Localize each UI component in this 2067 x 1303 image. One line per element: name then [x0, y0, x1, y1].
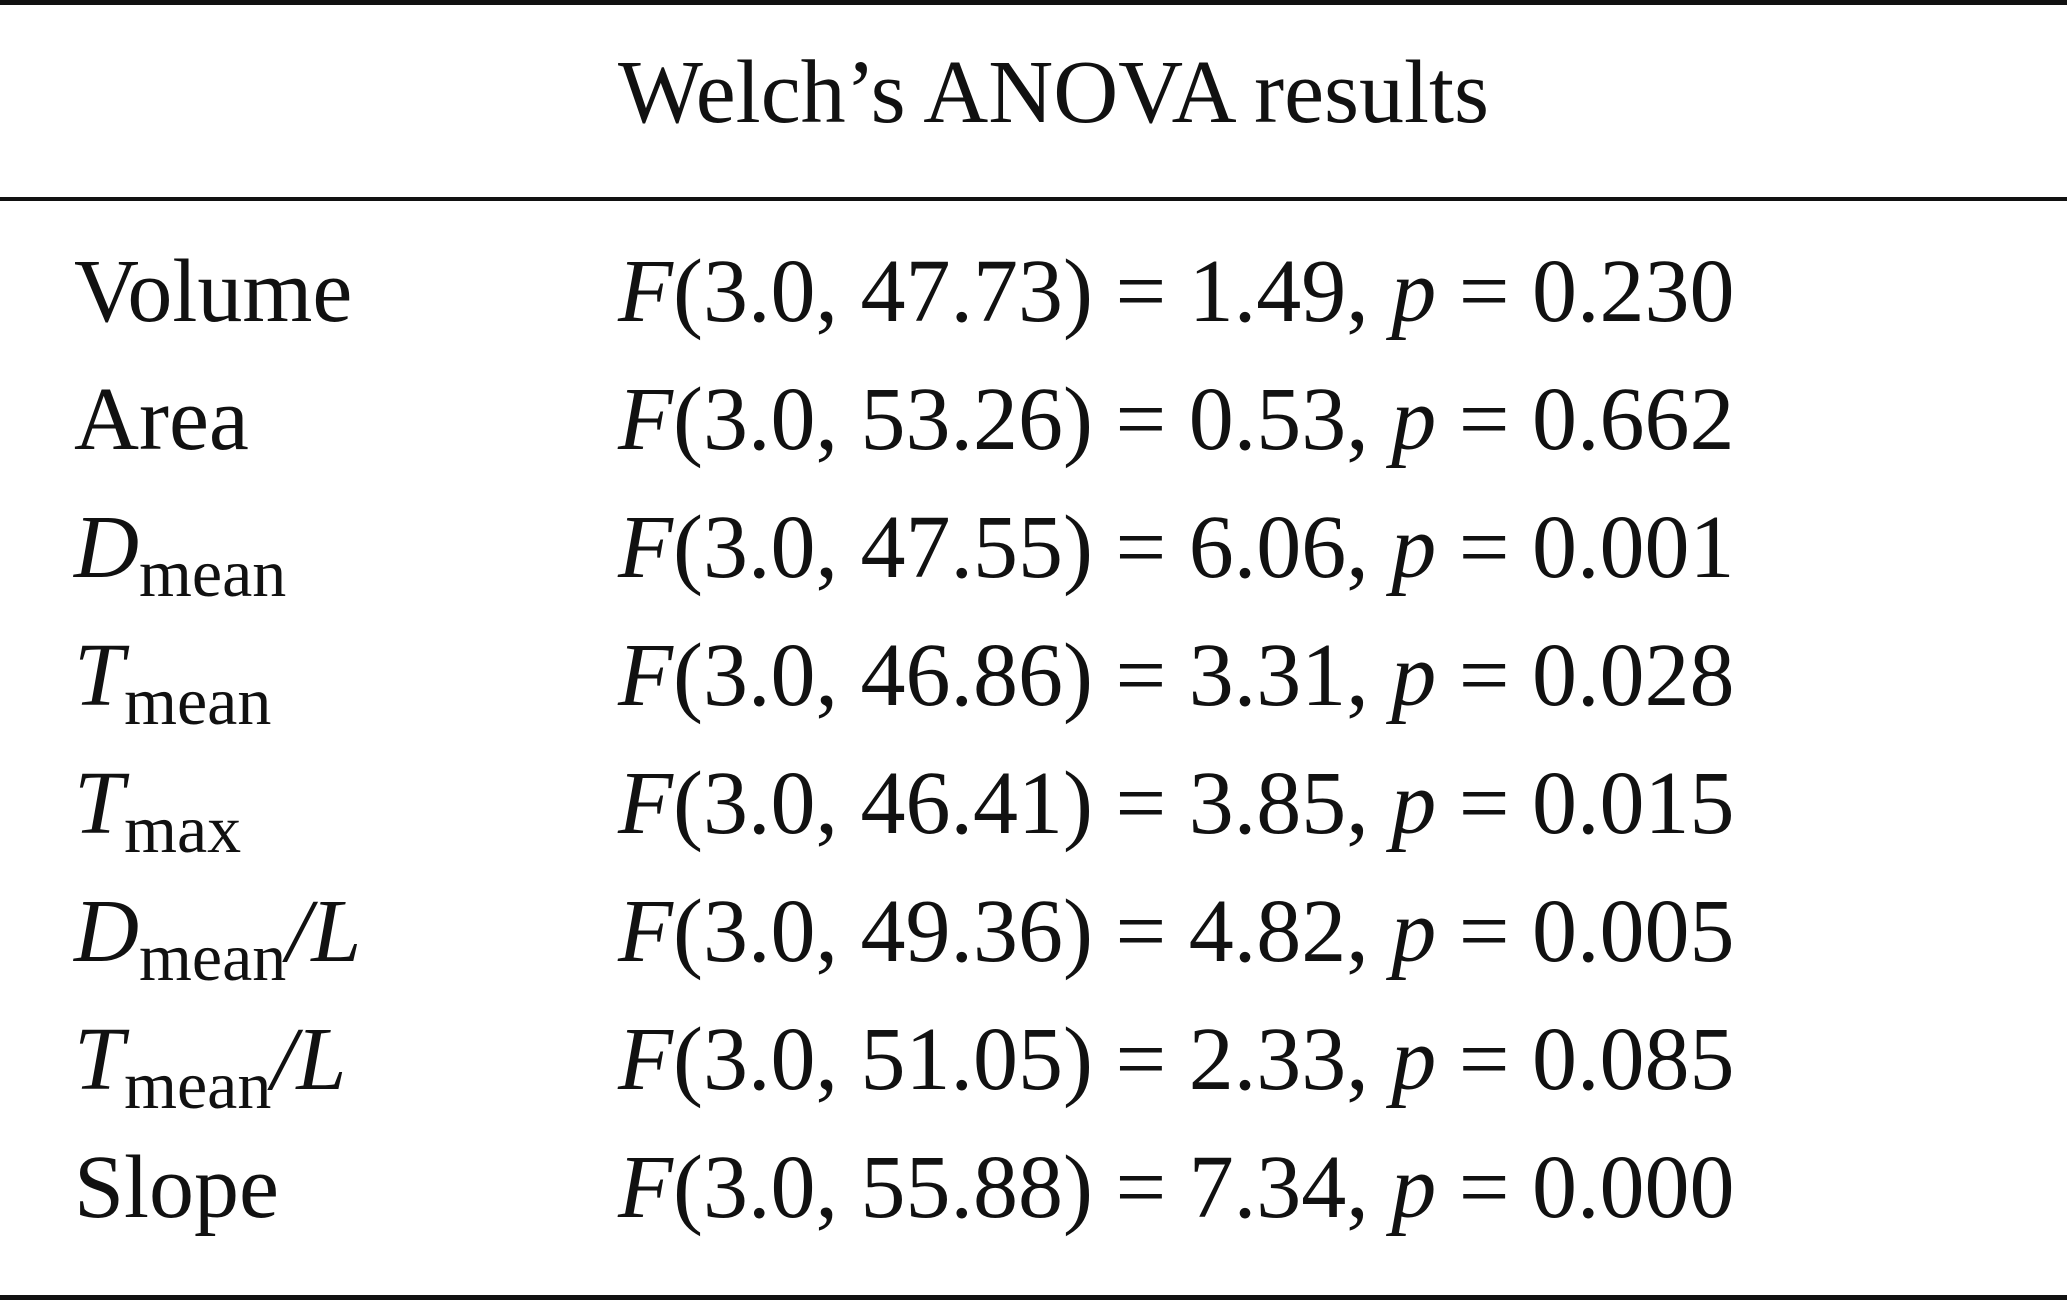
degrees-of-freedom: (3.0, 49.36) — [672, 882, 1093, 981]
p-symbol: p — [1391, 498, 1437, 597]
degrees-of-freedom: (3.0, 46.86) — [672, 626, 1093, 725]
table-row: Area F(3.0, 53.26) = 0.53, p = 0.662 — [0, 356, 2067, 484]
table-title: Welch’s ANOVA results — [618, 43, 1490, 142]
p-value: 0.028 — [1531, 626, 1735, 725]
welch-test-statistic: F(3.0, 49.36) = 4.82, p = 0.005 — [618, 882, 1735, 981]
row-label: Slope — [74, 1124, 279, 1252]
variable-subscript: mean — [139, 919, 287, 996]
table-body: Volume F(3.0, 47.73) = 1.49, p = 0.230 A… — [0, 228, 2067, 1252]
degrees-of-freedom: (3.0, 47.55) — [672, 498, 1093, 597]
f-value: 6.06 — [1188, 498, 1347, 597]
f-symbol: F — [618, 498, 673, 597]
p-value: 0.015 — [1531, 754, 1735, 853]
welch-test-statistic: F(3.0, 47.55) = 6.06, p = 0.001 — [618, 498, 1735, 597]
f-value: 3.85 — [1188, 754, 1347, 853]
variable-subscript: mean — [139, 535, 287, 612]
f-symbol: F — [618, 370, 673, 469]
p-symbol: p — [1391, 882, 1437, 981]
p-value: 0.230 — [1531, 242, 1735, 341]
p-value: 0.662 — [1531, 370, 1735, 469]
table-header: Welch’s ANOVA results — [0, 38, 2067, 148]
f-symbol: F — [618, 1010, 673, 1109]
degrees-of-freedom: (3.0, 46.41) — [672, 754, 1093, 853]
f-symbol: F — [618, 1138, 673, 1237]
table-bottom-rule — [0, 1295, 2067, 1300]
p-symbol: p — [1391, 1138, 1437, 1237]
variable-name: T — [74, 1010, 125, 1109]
table-row: Tmax F(3.0, 46.41) = 3.85, p = 0.015 — [0, 740, 2067, 868]
f-value: 4.82 — [1188, 882, 1347, 981]
variable-name: T — [74, 754, 125, 853]
variable-suffix: /L — [286, 882, 362, 981]
degrees-of-freedom: (3.0, 53.26) — [672, 370, 1093, 469]
table-row: Dmean/L F(3.0, 49.36) = 4.82, p = 0.005 — [0, 868, 2067, 996]
degrees-of-freedom: (3.0, 51.05) — [672, 1010, 1093, 1109]
p-symbol: p — [1391, 626, 1437, 725]
welch-test-statistic: F(3.0, 55.88) = 7.34, p = 0.000 — [618, 1138, 1735, 1237]
table-top-rule — [0, 0, 2067, 5]
header-separator-rule — [0, 197, 2067, 201]
welch-test-statistic: F(3.0, 51.05) = 2.33, p = 0.085 — [618, 1010, 1735, 1109]
variable-name: Slope — [74, 1138, 280, 1237]
variable-subscript: max — [124, 791, 242, 868]
f-value: 0.53 — [1188, 370, 1347, 469]
f-symbol: F — [618, 242, 673, 341]
p-value: 0.085 — [1531, 1010, 1735, 1109]
welch-test-statistic: F(3.0, 46.86) = 3.31, p = 0.028 — [618, 626, 1735, 725]
p-symbol: p — [1391, 754, 1437, 853]
welch-test-statistic: F(3.0, 46.41) = 3.85, p = 0.015 — [618, 754, 1735, 853]
row-label: Tmax — [74, 740, 241, 868]
table-row: Dmean F(3.0, 47.55) = 6.06, p = 0.001 — [0, 484, 2067, 612]
variable-subscript: mean — [124, 1047, 272, 1124]
variable-subscript: mean — [124, 663, 272, 740]
f-symbol: F — [618, 882, 673, 981]
degrees-of-freedom: (3.0, 55.88) — [672, 1138, 1093, 1237]
variable-name: D — [74, 498, 139, 597]
table-row: Tmean/L F(3.0, 51.05) = 2.33, p = 0.085 — [0, 996, 2067, 1124]
table-row: Volume F(3.0, 47.73) = 1.49, p = 0.230 — [0, 228, 2067, 356]
welch-test-statistic: F(3.0, 53.26) = 0.53, p = 0.662 — [618, 370, 1735, 469]
row-label: Dmean/L — [74, 868, 361, 996]
row-label: Area — [74, 356, 249, 484]
variable-name: Area — [74, 370, 249, 469]
welch-test-statistic: F(3.0, 47.73) = 1.49, p = 0.230 — [618, 242, 1735, 341]
f-value: 3.31 — [1188, 626, 1347, 725]
variable-name: Volume — [74, 242, 353, 341]
p-value: 0.000 — [1531, 1138, 1735, 1237]
row-label: Dmean — [74, 484, 286, 612]
f-symbol: F — [618, 626, 673, 725]
table-row: Tmean F(3.0, 46.86) = 3.31, p = 0.028 — [0, 612, 2067, 740]
f-value: 1.49 — [1188, 242, 1347, 341]
degrees-of-freedom: (3.0, 47.73) — [672, 242, 1093, 341]
p-value: 0.005 — [1531, 882, 1735, 981]
p-symbol: p — [1391, 370, 1437, 469]
variable-name: D — [74, 882, 139, 981]
row-label: Volume — [74, 228, 352, 356]
variable-name: T — [74, 626, 125, 725]
row-label: Tmean — [74, 612, 271, 740]
row-label: Tmean/L — [74, 996, 346, 1124]
p-symbol: p — [1391, 1010, 1437, 1109]
f-symbol: F — [618, 754, 673, 853]
f-value: 2.33 — [1188, 1010, 1347, 1109]
p-value: 0.001 — [1531, 498, 1735, 597]
f-value: 7.34 — [1188, 1138, 1347, 1237]
variable-suffix: /L — [271, 1010, 347, 1109]
table-row: Slope F(3.0, 55.88) = 7.34, p = 0.000 — [0, 1124, 2067, 1252]
p-symbol: p — [1391, 242, 1437, 341]
